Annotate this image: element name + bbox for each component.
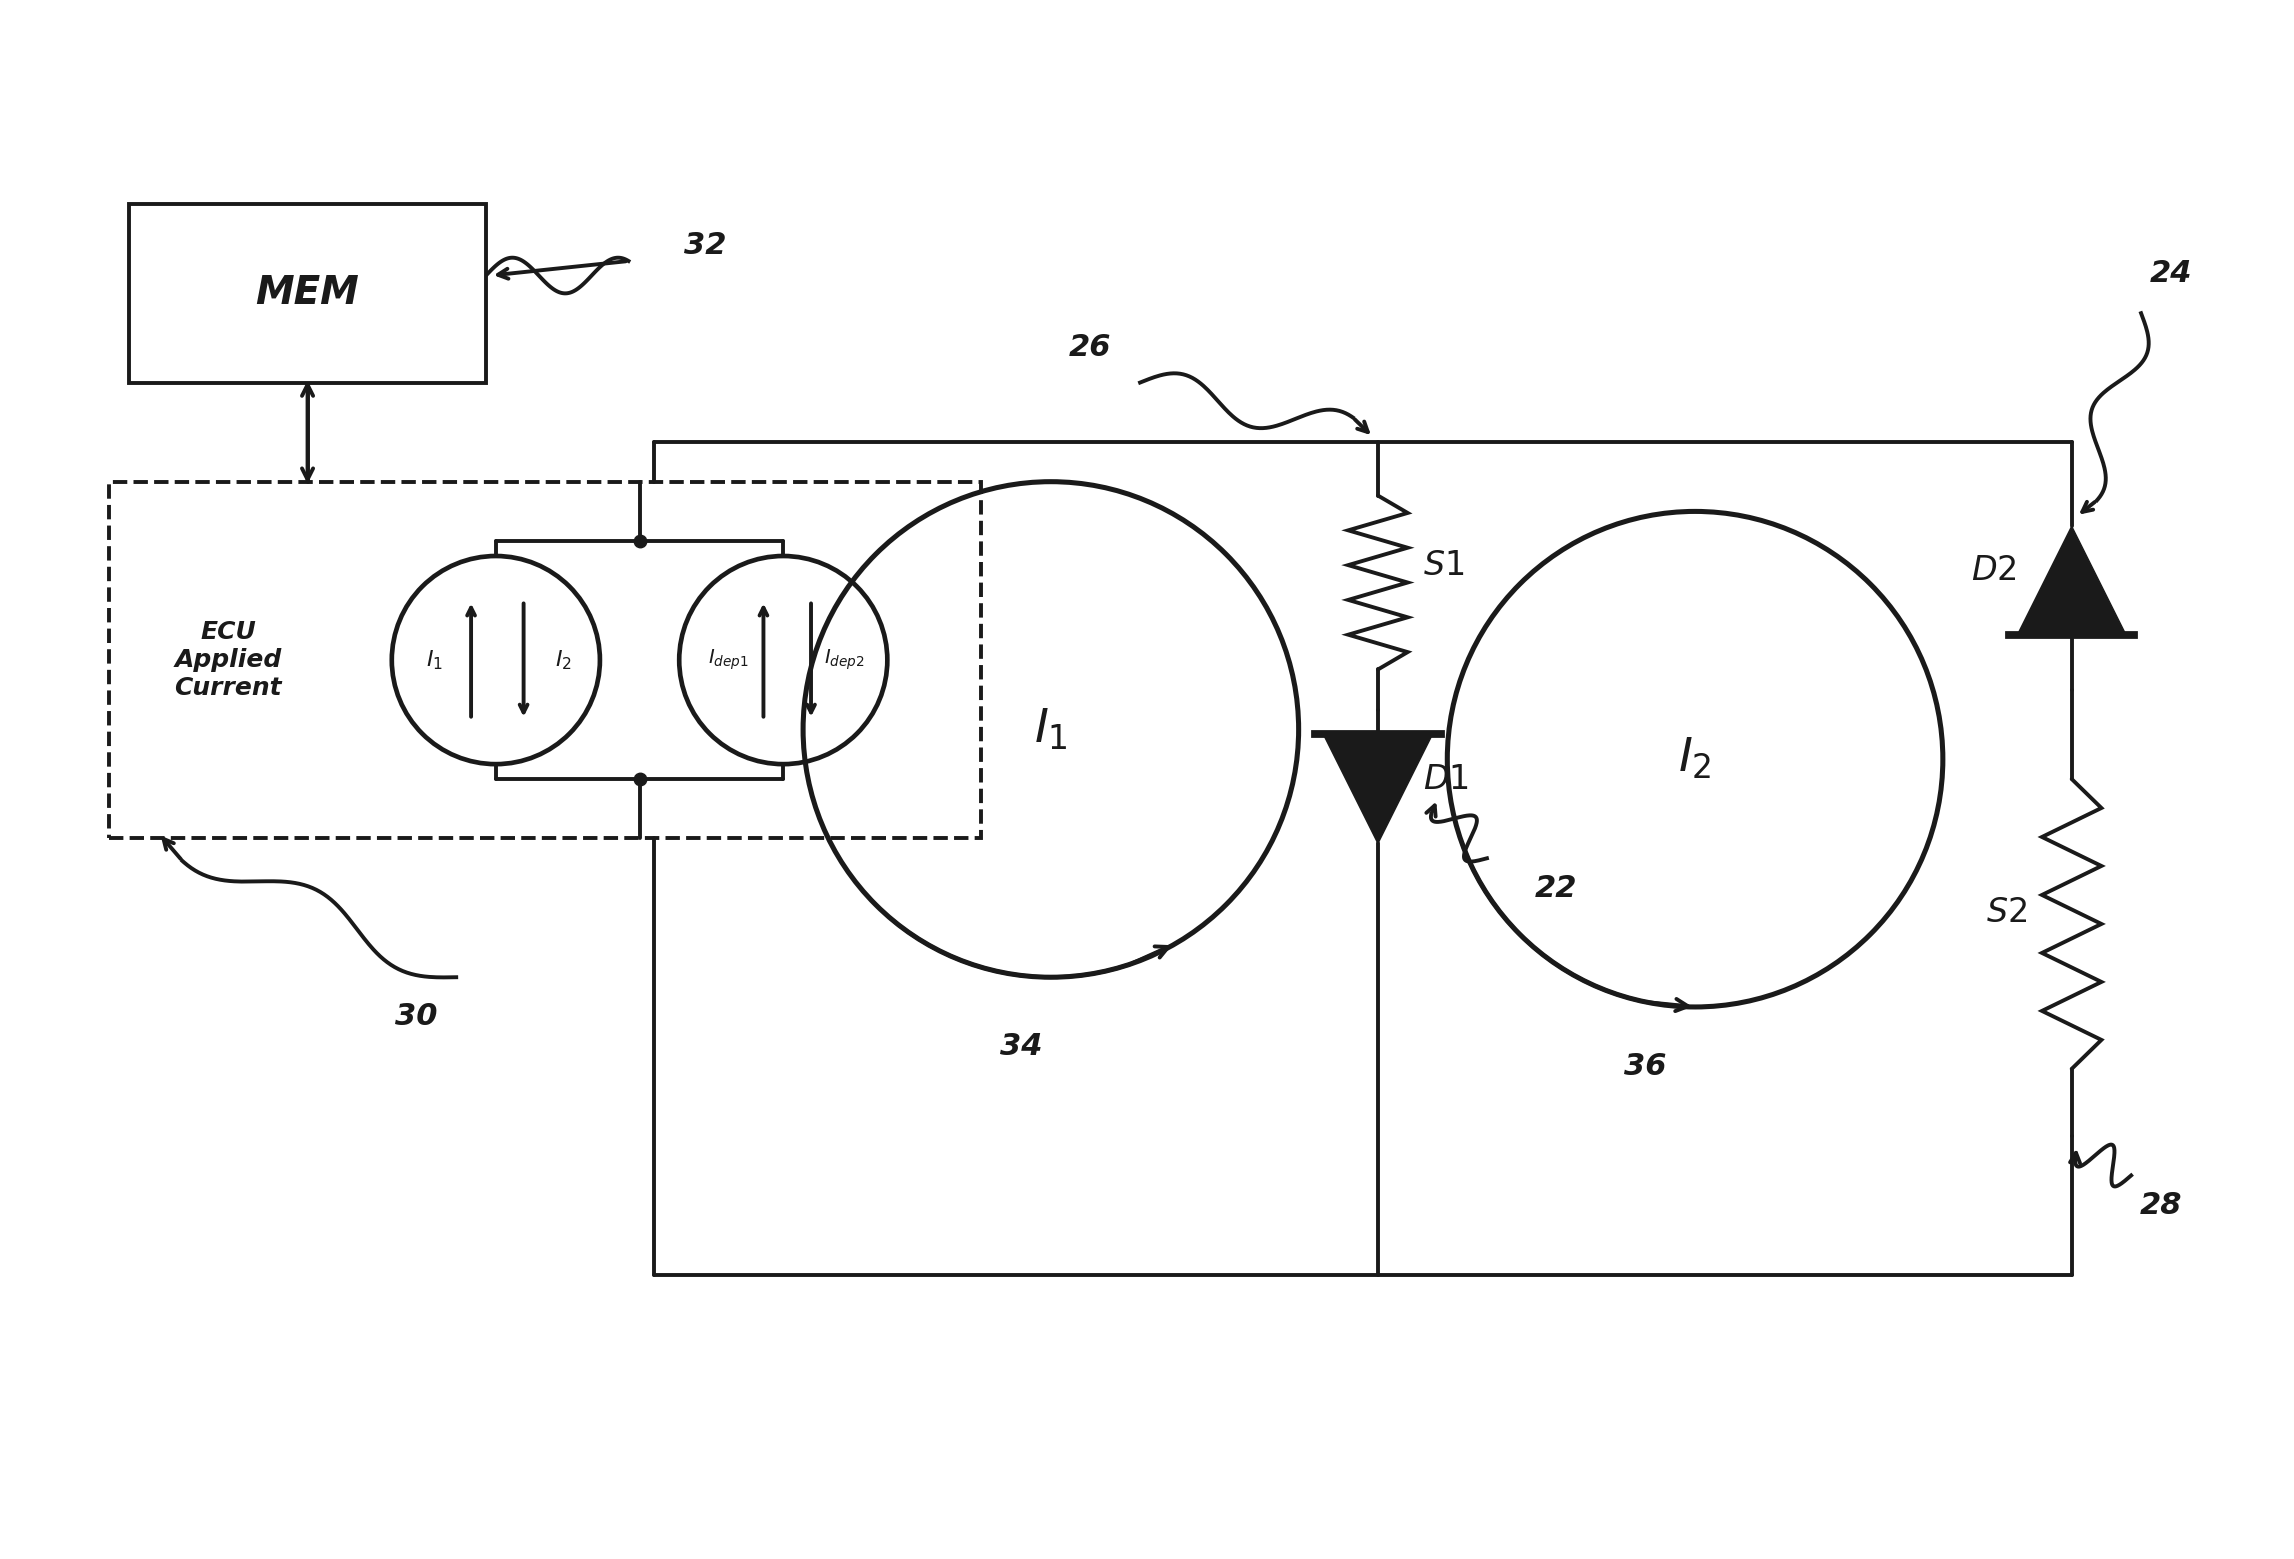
Text: $I_1$: $I_1$	[1035, 706, 1067, 751]
Text: $I_{dep2}$: $I_{dep2}$	[824, 649, 865, 672]
Text: 24: 24	[2149, 259, 2193, 288]
Text: 34: 34	[1000, 1032, 1041, 1060]
Polygon shape	[2016, 527, 2127, 636]
Text: $S1$: $S1$	[1422, 549, 1464, 583]
Text: $D2$: $D2$	[1971, 555, 2016, 588]
Text: 26: 26	[1069, 334, 1113, 362]
Text: ECU
Applied
Current: ECU Applied Current	[174, 620, 282, 700]
Text: 32: 32	[684, 231, 727, 260]
Text: $S2$: $S2$	[1987, 896, 2028, 929]
Text: $I_2$: $I_2$	[555, 649, 571, 672]
Text: MEM: MEM	[255, 274, 360, 312]
Text: $I_2$: $I_2$	[1679, 736, 1711, 783]
Text: $I_{dep1}$: $I_{dep1}$	[709, 649, 750, 672]
Bar	[110, 482, 982, 839]
Polygon shape	[1324, 734, 1431, 843]
Text: 28: 28	[2140, 1191, 2182, 1219]
Text: 30: 30	[395, 1002, 438, 1032]
Bar	[128, 204, 486, 382]
Text: 22: 22	[1535, 873, 1578, 903]
Text: $I_1$: $I_1$	[427, 649, 443, 672]
Text: 36: 36	[1624, 1052, 1668, 1080]
Text: $D1$: $D1$	[1422, 762, 1468, 795]
